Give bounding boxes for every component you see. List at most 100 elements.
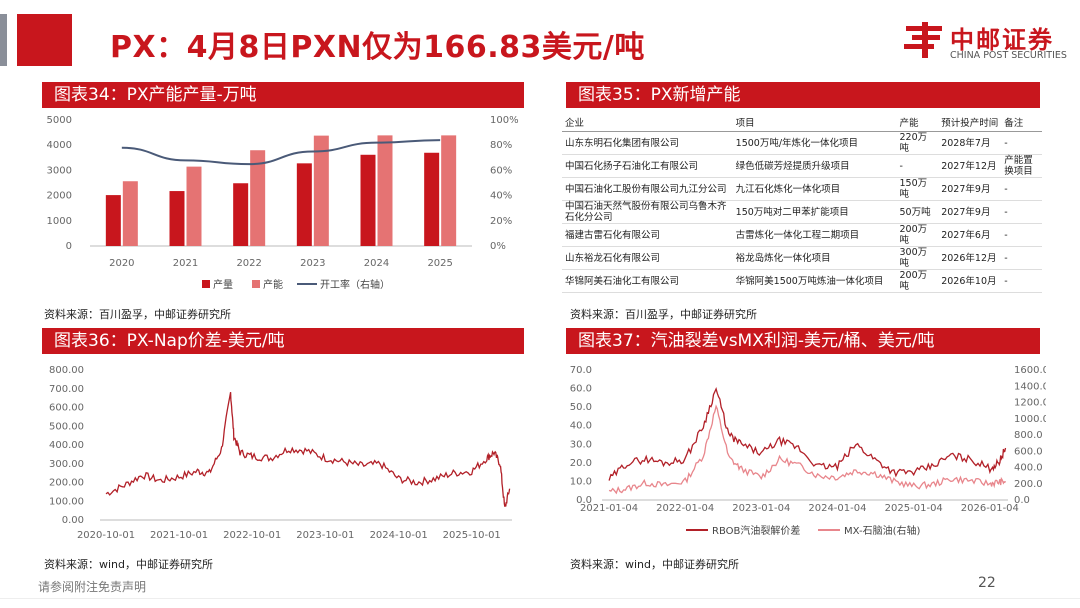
x-tick-label: 2023-10-01 xyxy=(296,530,354,541)
y2-tick-label: 100% xyxy=(490,115,519,126)
cell-note: - xyxy=(1001,177,1042,201)
x-tick-label: 2025-01-04 xyxy=(885,503,943,514)
cell-project: 古雷炼化一体化工程二期项目 xyxy=(732,223,897,247)
cell-project: 150万吨对二甲苯扩能项目 xyxy=(732,200,897,224)
bar-output xyxy=(296,163,312,246)
cell-start-time: 2027年6月 xyxy=(938,223,1002,247)
y2-tick-label: 400.0 xyxy=(1014,463,1043,474)
bar-output xyxy=(360,154,376,246)
legend-label-utilization: 开工率（右轴） xyxy=(320,278,390,291)
cell-start-time: 2027年9月 xyxy=(938,177,1002,201)
col-header-company: 企业 xyxy=(562,113,733,132)
y-tick-label: 50.0 xyxy=(570,402,592,413)
bar-output xyxy=(233,183,249,246)
bar-output xyxy=(105,195,121,246)
cell-note: - xyxy=(1001,200,1042,224)
y-tick-label: 500.00 xyxy=(49,421,84,432)
y-tick-label: 400.00 xyxy=(49,440,84,451)
x-tick-label: 2025-10-01 xyxy=(443,530,501,541)
cell-start-time: 2028年7月 xyxy=(938,131,1002,155)
bar-capacity xyxy=(186,166,202,246)
y2-tick-label: 200.0 xyxy=(1014,479,1043,490)
china-post-logo-icon xyxy=(904,22,942,58)
y-tick-label: 4000 xyxy=(47,140,72,151)
y-tick-label: 30.0 xyxy=(570,439,592,450)
y-tick-label: 600.00 xyxy=(49,403,84,414)
chart37-source: 资料来源：wind，中邮证券研究所 xyxy=(570,558,740,571)
legend-label-output: 产量 xyxy=(213,278,233,291)
y-tick-label: 2000 xyxy=(47,191,72,202)
x-tick-label: 2021 xyxy=(173,258,198,269)
y2-tick-label: 1600.0 xyxy=(1014,365,1046,376)
chart34-header: 图表34：PX产能产量-万吨 xyxy=(42,82,524,108)
y-tick-label: 200.00 xyxy=(49,478,84,489)
cell-note: - xyxy=(1001,131,1042,155)
y2-tick-label: 0% xyxy=(490,241,506,252)
x-tick-label: 2021-01-04 xyxy=(580,503,638,514)
bar-capacity xyxy=(441,135,457,246)
y2-tick-label: 800.0 xyxy=(1014,430,1043,441)
header-deco-gray xyxy=(0,14,7,66)
y-tick-label: 10.0 xyxy=(570,476,592,487)
y-tick-label: 60.0 xyxy=(570,384,592,395)
table-row: 中国石化扬子石油化工有限公司 绿色低碳芳烃提质升级项目 -2027年12月 产能置换项… xyxy=(562,154,1042,178)
capacity-table: 企业 项目 产能 预计投产时间 备注 山东东明石化集团有限公司 1500万吨/年炼… xyxy=(562,113,1042,293)
y2-tick-label: 0.0 xyxy=(1014,495,1030,506)
cell-note: - xyxy=(1001,223,1042,247)
legend-swatch-capacity xyxy=(252,280,260,288)
header-deco-red xyxy=(17,14,72,66)
x-tick-label: 2021-10-01 xyxy=(150,530,208,541)
x-tick-label: 2023-01-04 xyxy=(732,503,790,514)
y-tick-label: 20.0 xyxy=(570,458,592,469)
cell-company: 中国石油天然气股份有限公司乌鲁木齐石化分公司 xyxy=(562,200,733,224)
legend-label-rbob: RBOB汽油裂解价差 xyxy=(712,524,800,537)
footer-divider xyxy=(0,598,1080,599)
col-header-project: 项目 xyxy=(732,113,897,132)
x-tick-label: 2026-01-04 xyxy=(961,503,1019,514)
col-header-capacity: 产能 xyxy=(896,113,939,132)
y-tick-label: 700.00 xyxy=(49,384,84,395)
cell-start-time: 2027年12月 xyxy=(938,154,1002,178)
bar-capacity xyxy=(122,181,138,246)
y-tick-label: 0.00 xyxy=(62,515,84,526)
chart34-svg: 0 1000 2000 3000 4000 5000 0% 20% 40% 60% 80% 100% 2… xyxy=(47,115,519,291)
chart36-source: 资料来源：wind，中邮证券研究所 xyxy=(44,558,214,571)
cell-capacity: 220万吨 xyxy=(896,131,939,155)
page-title: PX：4月8日PXN仅为166.83美元/吨 xyxy=(110,30,645,65)
x-tick-label: 2024 xyxy=(364,258,389,269)
x-tick-label: 2020-10-01 xyxy=(77,530,135,541)
y-tick-label: 1000 xyxy=(47,216,72,227)
cell-company: 华锦阿美石油化工有限公司 xyxy=(562,269,733,293)
col-header-note: 备注 xyxy=(1001,113,1042,132)
table-row: 华锦阿美石油化工有限公司 华锦阿美1500万吨炼油一体化项目 200万吨 2026年1… xyxy=(562,269,1042,293)
legend-label-mx: MX-石脑油(右轴) xyxy=(844,524,920,537)
page-number: 22 xyxy=(978,575,996,591)
y-tick-label: 3000 xyxy=(47,165,72,176)
cell-note: - xyxy=(1001,246,1042,270)
x-tick-label: 2022-01-04 xyxy=(656,503,714,514)
bar-capacity xyxy=(377,135,393,246)
disclaimer-text: 请参阅附注免责声明 xyxy=(38,580,147,594)
table-row: 山东东明石化集团有限公司 1500万吨/年炼化一体化项目 220万吨 2028年7月 - xyxy=(562,131,1042,155)
chart36-header: 图表36：PX-Nap价差-美元/吨 xyxy=(42,328,524,354)
table35-source: 资料来源：百川盈孚，中邮证券研究所 xyxy=(570,308,757,321)
x-tick-label: 2022-10-01 xyxy=(223,530,281,541)
y-tick-label: 0 xyxy=(66,241,72,252)
y2-tick-label: 1400.0 xyxy=(1014,381,1046,392)
chart37-header: 图表37：汽油裂差vsMX利润-美元/桶、美元/吨 xyxy=(566,328,1040,354)
y-tick-label: 0.0 xyxy=(576,495,592,506)
y2-tick-label: 40% xyxy=(490,191,512,202)
rbob-crack-line xyxy=(608,386,1007,481)
cell-company: 山东裕龙石化有限公司 xyxy=(562,246,733,270)
cell-capacity: 150万吨 xyxy=(896,177,939,201)
logo-text-en: CHINA POST SECURITIES xyxy=(950,50,1067,61)
y-tick-label: 800.00 xyxy=(49,365,84,376)
cell-company: 福建古雷石化有限公司 xyxy=(562,223,733,247)
cell-project: 1500万吨/年炼化一体化项目 xyxy=(732,131,897,155)
cell-note: - xyxy=(1001,269,1042,293)
cell-capacity: 300万吨 xyxy=(896,246,939,270)
cell-capacity: 50万吨 xyxy=(896,200,939,224)
cell-start-time: 2026年10月 xyxy=(938,269,1002,293)
cell-company: 中国石化扬子石油化工有限公司 xyxy=(562,154,733,178)
cell-capacity: 200万吨 xyxy=(896,269,939,293)
